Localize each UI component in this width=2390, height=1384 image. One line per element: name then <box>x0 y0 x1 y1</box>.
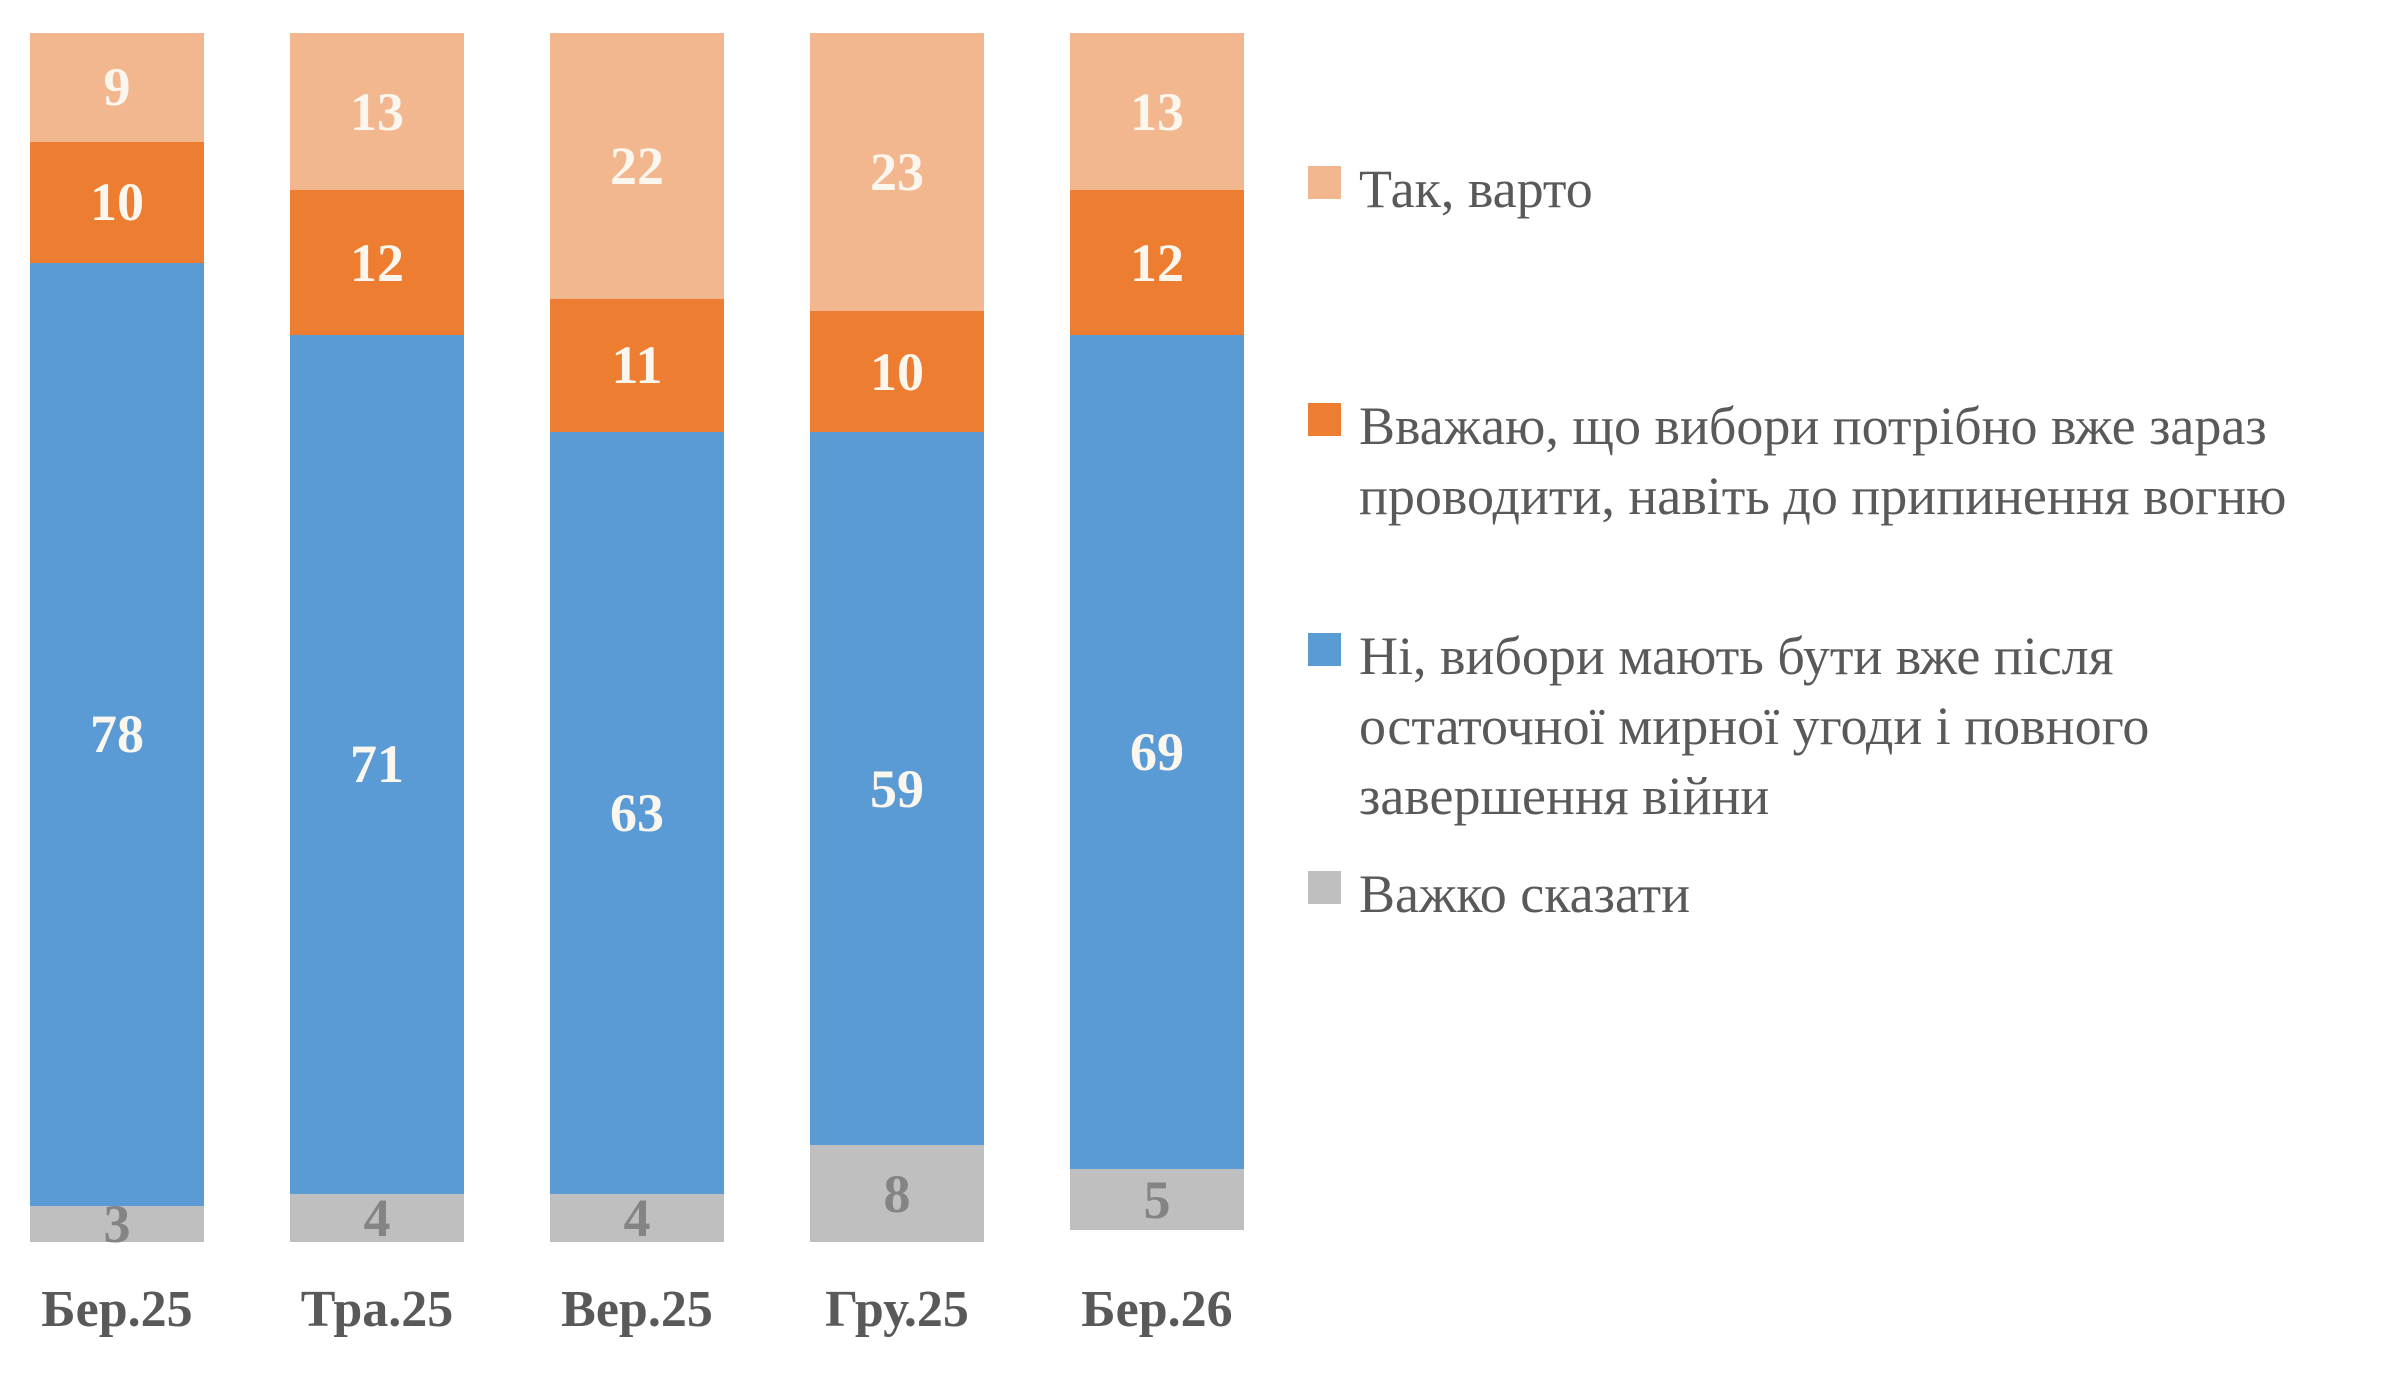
bar-segment: 3 <box>30 1197 204 1251</box>
bar-value-label: 3 <box>103 1193 131 1254</box>
bar-segment: 5 <box>1070 1169 1244 1230</box>
bar-segment: 69 <box>1070 335 1244 1170</box>
bar-Бер.25: 9 10 78 3 <box>30 33 204 1251</box>
bar-segment: 13 <box>1070 33 1244 191</box>
bar-Вер.25: 22 11 63 4 <box>550 33 724 1248</box>
bar-Бер.26: 13 12 69 5 <box>1070 33 1244 1242</box>
bar-value-label: 11 <box>611 335 663 396</box>
bar-value-label: 12 <box>1130 232 1184 293</box>
bar-segment: 8 <box>810 1145 984 1242</box>
bar-value-label: 12 <box>350 232 404 293</box>
legend-swatch-icon <box>1308 871 1341 904</box>
bar-value-label: 22 <box>610 135 664 196</box>
legend-label: Вважаю, що вибори потрібно вже зараз про… <box>1359 396 2287 526</box>
bar-Тра.25: 13 12 71 4 <box>290 33 464 1248</box>
bar-segment: 9 <box>30 33 204 142</box>
bar-value-label: 8 <box>883 1163 911 1224</box>
legend-label: Важко сказати <box>1359 864 1691 924</box>
bar-segment: 4 <box>550 1187 724 1248</box>
bar-Гру.25: 23 10 59 8 <box>810 33 984 1242</box>
legend-item: Важко сказати <box>1308 859 1690 929</box>
bar-segment: 71 <box>290 335 464 1194</box>
bar-value-label: 59 <box>870 758 924 819</box>
bar-value-label: 10 <box>90 172 144 233</box>
bar-segment: 12 <box>1070 190 1244 336</box>
bar-value-label: 63 <box>610 782 664 843</box>
x-axis-label: Вер.25 <box>561 1281 713 1338</box>
bar-segment: 12 <box>290 190 464 336</box>
bar-value-label: 4 <box>623 1187 651 1248</box>
bar-value-label: 5 <box>1143 1169 1171 1230</box>
x-axis-label: Тра.25 <box>300 1281 454 1338</box>
bar-segment: 22 <box>550 33 724 299</box>
bar-segment: 10 <box>30 141 204 263</box>
x-axis-label: Бер.26 <box>1081 1281 1233 1338</box>
legend-swatch-icon <box>1308 166 1341 199</box>
bar-value-label: 10 <box>870 341 924 402</box>
legend: Так, варто Вважаю, що вибори потрібно вже… <box>1308 0 2390 1384</box>
x-axis-label: Гру.25 <box>825 1281 969 1338</box>
bar-segment: 13 <box>290 33 464 191</box>
legend-swatch-icon <box>1308 633 1341 666</box>
bar-segment: 4 <box>290 1187 464 1248</box>
legend-item: Ні, вибори мають бути вже після остаточн… <box>1308 621 2149 831</box>
plot-area: 9 10 78 3 13 12 71 4 22 11 63 4 23 10 59 8 13 12 69 5 <box>30 33 1244 1251</box>
bar-segment: 11 <box>550 298 724 432</box>
bar-segment: 23 <box>810 33 984 312</box>
bar-value-label: 13 <box>350 81 404 142</box>
bar-value-label: 13 <box>1130 81 1184 142</box>
bar-segment: 59 <box>810 431 984 1146</box>
legend-swatch-icon <box>1308 403 1341 436</box>
bar-segment: 63 <box>550 431 724 1194</box>
bar-segment: 78 <box>30 262 204 1206</box>
bar-value-label: 69 <box>1130 722 1184 783</box>
bar-value-label: 9 <box>103 57 131 118</box>
legend-item: Вважаю, що вибори потрібно вже зараз про… <box>1308 391 2287 531</box>
bar-segment: 10 <box>810 311 984 432</box>
legend-label: Ні, вибори мають бути вже після остаточн… <box>1359 626 2150 826</box>
x-axis-label: Бер.25 <box>41 1281 193 1338</box>
bar-value-label: 4 <box>363 1187 391 1248</box>
legend-label: Так, варто <box>1359 159 1593 219</box>
bar-value-label: 78 <box>90 704 144 765</box>
legend-item: Так, варто <box>1308 154 1593 224</box>
bar-value-label: 23 <box>870 142 924 203</box>
bar-value-label: 71 <box>350 734 404 795</box>
x-axis: Бер.25 Тра.25 Вер.25 Гру.25 Бер.26 <box>30 1279 1244 1341</box>
